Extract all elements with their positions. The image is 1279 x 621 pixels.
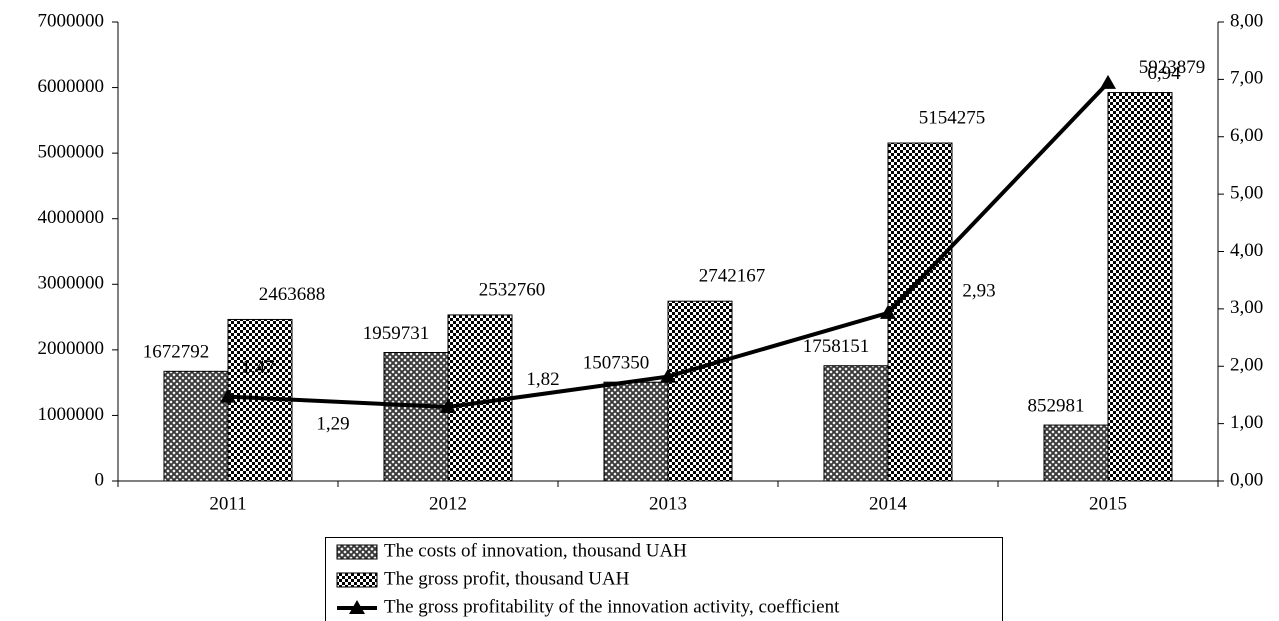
bar bbox=[383, 351, 449, 482]
y-tick-label: 1000000 bbox=[38, 404, 105, 425]
y2-tick-label: 1,00 bbox=[1230, 412, 1263, 433]
data-label: 1507350 bbox=[583, 353, 650, 374]
legend-label: The costs of innovation, thousand UAH bbox=[384, 540, 687, 561]
marker bbox=[880, 304, 896, 319]
y2-tick-label: 4,00 bbox=[1230, 240, 1263, 261]
data-label: 5154275 bbox=[919, 107, 986, 128]
data-label: 5923879 bbox=[1139, 57, 1206, 78]
data-label: 1758151 bbox=[803, 336, 870, 357]
data-label: 2742167 bbox=[699, 266, 766, 287]
marker bbox=[1100, 74, 1116, 89]
y-tick-label: 0 bbox=[95, 469, 105, 490]
y-tick-label: 3000000 bbox=[38, 273, 105, 294]
y-tick-label: 7000000 bbox=[38, 10, 105, 31]
y-tick-label: 6000000 bbox=[38, 76, 105, 97]
y-tick-label: 5000000 bbox=[38, 142, 105, 163]
bar bbox=[1107, 92, 1173, 482]
marker bbox=[440, 398, 456, 413]
y2-tick-label: 5,00 bbox=[1230, 182, 1263, 203]
legend-box bbox=[325, 537, 1003, 621]
legend-swatch bbox=[336, 544, 378, 560]
data-label: 1959731 bbox=[363, 323, 430, 344]
y-tick-label: 2000000 bbox=[38, 338, 105, 359]
data-label: 852981 bbox=[1028, 395, 1085, 416]
bar bbox=[667, 300, 733, 482]
bar bbox=[603, 381, 669, 482]
x-tick-label: 2011 bbox=[209, 493, 246, 514]
y2-tick-label: 2,00 bbox=[1230, 355, 1263, 376]
data-label: 1672792 bbox=[143, 342, 210, 363]
data-label: 2532760 bbox=[479, 279, 546, 300]
marker bbox=[220, 388, 236, 403]
x-tick-label: 2012 bbox=[429, 493, 467, 514]
bar bbox=[823, 365, 889, 482]
y2-tick-label: 0,00 bbox=[1230, 469, 1263, 490]
data-label: 1,82 bbox=[526, 369, 559, 390]
y2-tick-label: 8,00 bbox=[1230, 10, 1263, 31]
legend-label: The gross profitability of the innovatio… bbox=[384, 596, 840, 617]
y-tick-label: 4000000 bbox=[38, 207, 105, 228]
data-label: 1,29 bbox=[316, 413, 349, 434]
x-tick-label: 2015 bbox=[1089, 493, 1127, 514]
data-label: 2463688 bbox=[259, 284, 326, 305]
legend-swatch bbox=[336, 572, 378, 588]
y2-tick-label: 3,00 bbox=[1230, 297, 1263, 318]
y2-tick-label: 7,00 bbox=[1230, 68, 1263, 89]
data-label: 1,47 bbox=[241, 357, 274, 378]
marker bbox=[660, 368, 676, 383]
legend-swatch bbox=[349, 600, 365, 614]
x-tick-label: 2013 bbox=[649, 493, 687, 514]
data-label: 2,93 bbox=[962, 280, 995, 301]
bar bbox=[1043, 424, 1109, 482]
bar bbox=[887, 142, 953, 482]
data-label: 6,94 bbox=[1147, 63, 1181, 84]
bar bbox=[163, 370, 229, 482]
x-tick-label: 2014 bbox=[869, 493, 908, 514]
y2-tick-label: 6,00 bbox=[1230, 125, 1263, 146]
legend-label: The gross profit, thousand UAH bbox=[384, 568, 630, 589]
